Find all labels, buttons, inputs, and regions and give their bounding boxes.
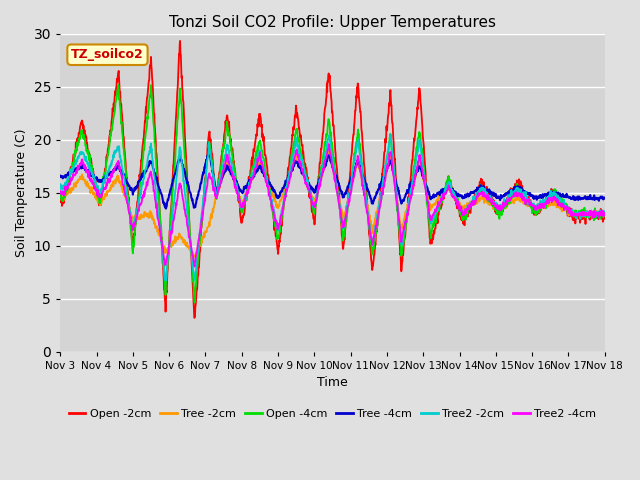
Title: Tonzi Soil CO2 Profile: Upper Temperatures: Tonzi Soil CO2 Profile: Upper Temperatur… [169,15,496,30]
Legend: Open -2cm, Tree -2cm, Open -4cm, Tree -4cm, Tree2 -2cm, Tree2 -4cm: Open -2cm, Tree -2cm, Open -4cm, Tree -4… [64,405,601,423]
X-axis label: Time: Time [317,376,348,389]
Text: TZ_soilco2: TZ_soilco2 [71,48,144,61]
Y-axis label: Soil Temperature (C): Soil Temperature (C) [15,129,28,257]
